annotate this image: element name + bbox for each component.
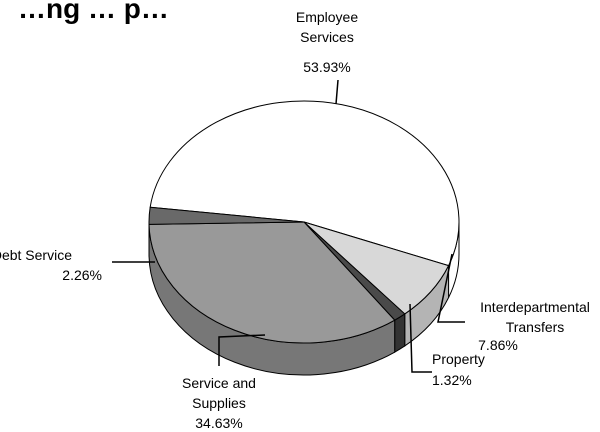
slice-value-label: 7.86% [478, 337, 518, 353]
chart-title: …ng … p… [18, 0, 169, 24]
slice-label: Transfers [506, 319, 565, 335]
pie-slice [149, 100, 460, 267]
pie-slice [148, 221, 396, 344]
slice-label: Debt Service [0, 247, 72, 263]
pie-labels: Employee Services 53.93% Interdepartmental T… [0, 9, 590, 431]
leader-line [218, 334, 266, 366]
slice-label: Supplies [192, 395, 246, 411]
slice-value-label: 2.26% [62, 267, 102, 283]
slice-label: Services [300, 29, 354, 45]
leader-line [335, 79, 339, 105]
leader-line [409, 303, 432, 373]
slice-value-label: 1.32% [432, 372, 472, 388]
slice-value-label: 53.93% [303, 59, 350, 75]
slice-value-label: 34.63% [195, 415, 242, 431]
slice-label: Interdepartmental [480, 299, 590, 315]
pie-slice [148, 206, 305, 225]
slice-label: Employee [296, 9, 358, 25]
pie-tops [148, 100, 460, 344]
slice-label: Property [432, 351, 485, 367]
leader-line [437, 253, 465, 323]
slice-label: Service and [182, 375, 256, 391]
pie-leader-lines [112, 79, 465, 373]
